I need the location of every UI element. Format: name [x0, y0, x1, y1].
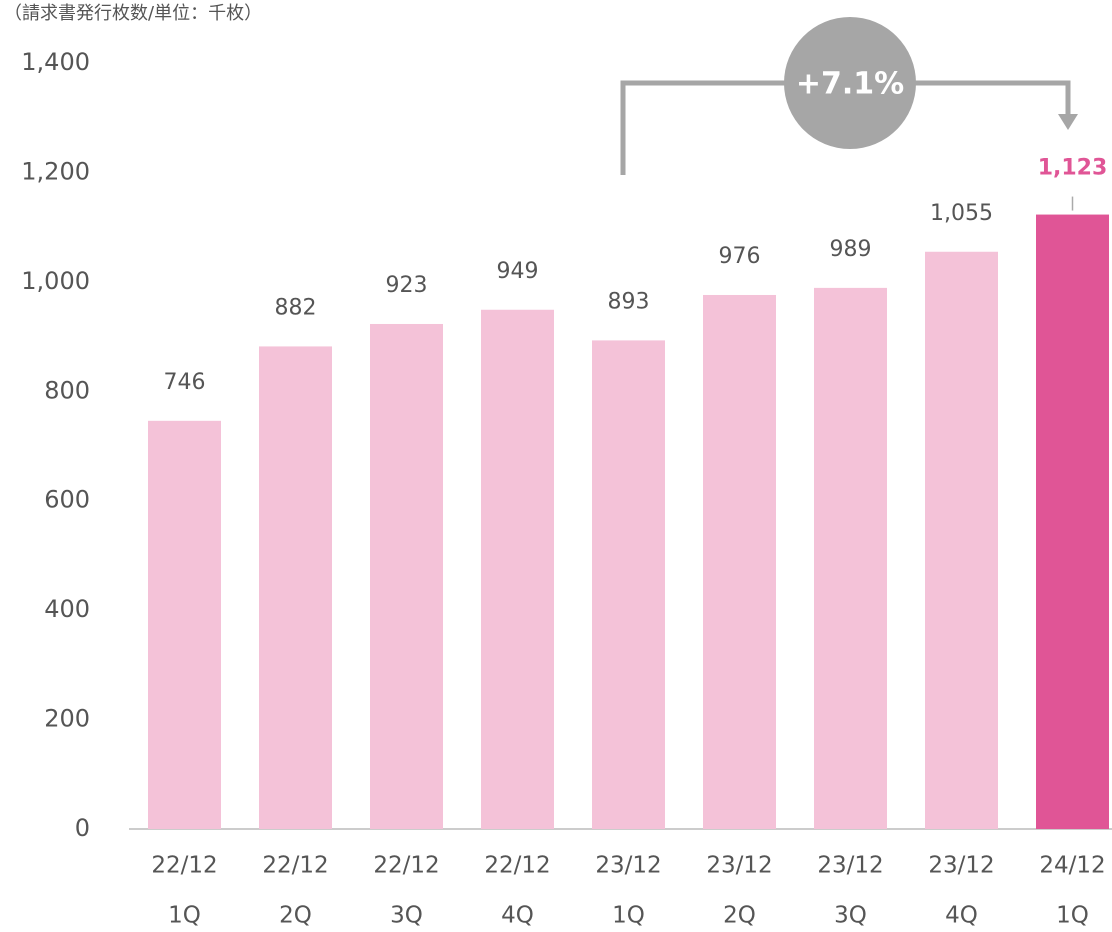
- value-label: 746: [164, 370, 206, 395]
- x-tick-label: 23/12: [595, 853, 661, 879]
- value-label: 1,123: [1038, 156, 1108, 181]
- value-label: 989: [830, 237, 872, 262]
- x-tick-label: 4Q: [501, 903, 534, 929]
- x-tick-label: 4Q: [945, 903, 978, 929]
- x-tick-label: 2Q: [723, 903, 756, 929]
- y-tick-label: 0: [75, 814, 90, 842]
- y-tick-label: 600: [44, 486, 90, 514]
- value-label: 882: [275, 295, 317, 320]
- value-label: 893: [608, 289, 650, 314]
- growth-label: +7.1%: [796, 67, 904, 102]
- x-tick-label: 3Q: [390, 903, 423, 929]
- growth-badge: [784, 17, 916, 149]
- value-label: 1,055: [930, 201, 993, 226]
- x-tick-label: 22/12: [373, 853, 439, 879]
- bar: [703, 294, 776, 829]
- x-tick-label: 2Q: [279, 903, 312, 929]
- chart-subtitle: （請求書発行枚数/単位：千枚）: [4, 3, 262, 24]
- x-tick-label: 23/12: [706, 853, 772, 879]
- growth-arrow-head: [1058, 114, 1078, 130]
- x-tick-label: 24/12: [1039, 853, 1105, 879]
- x-tick-label: 1Q: [1056, 903, 1089, 929]
- y-tick-label: 1,400: [21, 48, 90, 76]
- bar: [148, 420, 221, 829]
- bar: [481, 309, 554, 829]
- value-label: 923: [386, 273, 428, 298]
- x-tick-label: 22/12: [262, 853, 328, 879]
- x-tick-label: 23/12: [817, 853, 883, 879]
- x-tick-label: 22/12: [151, 853, 217, 879]
- value-label: 976: [719, 244, 761, 269]
- y-tick-label: 400: [44, 595, 90, 623]
- x-tick-label: 3Q: [834, 903, 867, 929]
- bar: [592, 340, 665, 829]
- bar: [259, 346, 332, 829]
- x-tick-label: 22/12: [484, 853, 550, 879]
- y-tick-label: 1,000: [21, 267, 90, 295]
- y-tick-label: 1,200: [21, 157, 90, 185]
- value-label: 949: [497, 259, 539, 284]
- bar: [1036, 214, 1109, 829]
- bar: [925, 251, 998, 829]
- x-tick-label: 23/12: [928, 853, 994, 879]
- bar: [370, 323, 443, 829]
- x-tick-label: 1Q: [168, 903, 201, 929]
- y-tick-label: 800: [44, 376, 90, 404]
- x-tick-label: 1Q: [612, 903, 645, 929]
- y-tick-label: 200: [44, 705, 90, 733]
- bar: [814, 287, 887, 829]
